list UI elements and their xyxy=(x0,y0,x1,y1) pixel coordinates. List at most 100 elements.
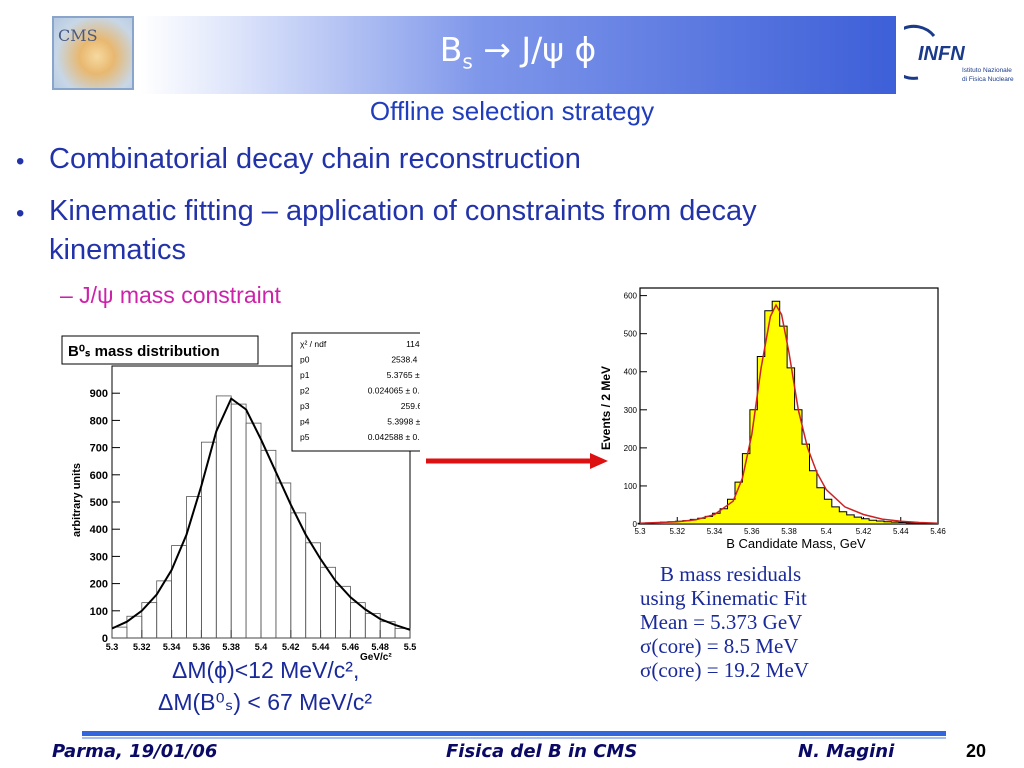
stats-name: p4 xyxy=(300,417,310,427)
infn-logo-line2: di Fisica Nucleare xyxy=(962,76,1014,83)
x-tick-label: 5.38 xyxy=(222,642,240,652)
subtitle: Offline selection strategy xyxy=(369,96,655,126)
left-plot-ylabel: arbitrary units xyxy=(71,463,83,537)
left-plot: 5.3 5.32 5.34 5.36 5.38 5.4 5.42 5.44 5.46 5.48 5.… xyxy=(60,330,420,666)
right-plot-fit-curve xyxy=(639,303,939,524)
left-plot-title: B⁰ₛ mass distribution xyxy=(68,343,220,360)
bullet-2: Kinematic fitting – application of const… xyxy=(49,195,757,227)
y-tick-label: 300 xyxy=(90,551,108,563)
infn-logo-arc xyxy=(904,24,936,80)
x-tick-label: 5.44 xyxy=(893,527,909,536)
y-tick-label: 400 xyxy=(90,524,108,536)
footer-center: Fisica del B in CMS xyxy=(446,741,638,762)
x-tick-label: 5.36 xyxy=(193,642,211,652)
title-rest: → J/ψ ϕ xyxy=(472,30,597,69)
x-tick-label: 5.4 xyxy=(821,527,833,536)
stats-value: 259.6 ± 13.0 xyxy=(401,401,420,411)
residuals-line3: Mean = 5.373 GeV xyxy=(640,610,803,634)
bullet-dot: • xyxy=(16,148,25,175)
infn-logo: INFN Istituto Nazionale di Fisica Nuclea… xyxy=(904,24,1014,83)
footer-rule-thin xyxy=(82,737,946,739)
x-tick-label: 5.48 xyxy=(371,642,389,652)
residuals-line1: B mass residuals xyxy=(660,562,802,586)
stats-name: p1 xyxy=(300,370,310,380)
x-tick-label: 5.44 xyxy=(312,642,330,652)
x-tick-label: 5.32 xyxy=(669,527,685,536)
constraints-box: ΔM(ϕ)<12 MeV/c², ΔM(B⁰ₛ) < 67 MeV/c² xyxy=(150,654,430,718)
x-tick-label: 5.42 xyxy=(856,527,872,536)
right-plot-ticks: 5.3 5.32 5.34 5.36 5.38 5.4 5.42 5.44 5.46 0 100 20… xyxy=(624,292,947,536)
y-tick-label: 300 xyxy=(624,406,638,415)
residuals-box: B mass residuals using Kinematic Fit Mea… xyxy=(640,562,890,682)
y-tick-label: 800 xyxy=(90,415,108,427)
hist-bin xyxy=(394,628,411,639)
cms-logo xyxy=(52,16,134,90)
x-tick-label: 5.34 xyxy=(163,642,181,652)
right-plot-histogram xyxy=(637,300,937,525)
y-tick-label: 500 xyxy=(90,497,108,509)
stats-box xyxy=(291,332,420,452)
footer-right: N. Magini xyxy=(798,741,895,762)
residuals-line5: σ(core) = 19.2 MeV xyxy=(640,658,809,682)
stats-value: 114.75 / 94 xyxy=(406,339,420,349)
y-tick-label: 900 xyxy=(90,388,108,400)
stats-value: 0.024065 ± 0.000955 xyxy=(368,386,420,396)
infn-logo-text: INFN xyxy=(918,43,965,65)
bullet-2-cont: kinematics xyxy=(49,234,186,266)
y-tick-label: 200 xyxy=(624,444,638,453)
title-bar xyxy=(140,16,896,94)
x-tick-label: 5.3 xyxy=(634,527,646,536)
stats-name: p2 xyxy=(300,386,310,396)
constraints-line2: ΔM(B⁰ₛ) < 67 MeV/c² xyxy=(158,689,373,715)
stats-name: χ² / ndf xyxy=(300,339,327,349)
x-tick-label: 5.46 xyxy=(930,527,946,536)
y-tick-label: 0 xyxy=(633,520,638,529)
x-tick-label: 5.36 xyxy=(744,527,760,536)
x-tick-label: 5.5 xyxy=(404,642,417,652)
footer-left: Parma, 19/01/06 xyxy=(52,741,218,762)
right-plot-xlabel-text: B Candidate Mass, GeV xyxy=(726,536,866,551)
y-tick-label: 0 xyxy=(102,633,108,645)
title-main: B xyxy=(439,30,463,69)
x-tick-label: 5.42 xyxy=(282,642,300,652)
residuals-line4: σ(core) = 8.5 MeV xyxy=(640,634,799,658)
x-tick-label: 5.38 xyxy=(781,527,797,536)
y-tick-label: 700 xyxy=(90,443,108,455)
x-tick-label: 5.3 xyxy=(106,642,119,652)
stats-name: p3 xyxy=(300,401,310,411)
sub-bullet: – J/ψ mass constraint xyxy=(60,282,281,308)
left-plot-fit-curve xyxy=(111,397,411,631)
stats-value: 2538.4 ± 151.8 xyxy=(391,355,420,365)
stats-name: p0 xyxy=(300,355,310,365)
y-tick-label: 100 xyxy=(90,606,108,618)
x-tick-label: 5.34 xyxy=(707,527,723,536)
left-plot-xunit: GeV/c² xyxy=(360,652,392,663)
left-plot-title-box xyxy=(61,335,259,365)
bullet-dot: • xyxy=(16,200,25,227)
stats-value: 5.3765 ± 0.0008 xyxy=(387,370,420,380)
x-tick-label: 5.32 xyxy=(133,642,151,652)
cms-logo-text: CMS xyxy=(58,26,98,45)
page-title: Bs → J/ψ ϕ xyxy=(140,30,896,74)
page-number: 20 xyxy=(966,741,987,761)
right-plot-xlabel: B Candidate Mass, GeV xyxy=(726,536,866,551)
infn-logo-line1: Istituto Nazionale xyxy=(962,67,1012,74)
x-tick-label: 5.4 xyxy=(255,642,268,652)
title-sub: s xyxy=(462,49,473,74)
right-plot: 5.3 5.32 5.34 5.36 5.38 5.4 5.42 5.44 5.46 0 100 20… xyxy=(599,287,947,551)
footer-rule xyxy=(82,731,946,736)
y-tick-label: 200 xyxy=(90,579,108,591)
y-tick-label: 400 xyxy=(624,368,638,377)
bullet-1: Combinatorial decay chain reconstruction xyxy=(49,143,581,175)
stats-value: 5.3998 ± 0.0011 xyxy=(387,417,420,427)
stats-value: 0.042588 ± 0.000471 xyxy=(368,432,420,442)
stats-name: p5 xyxy=(300,432,310,442)
y-tick-label: 100 xyxy=(624,482,638,491)
arrow-head xyxy=(590,453,608,469)
residuals-line2: using Kinematic Fit xyxy=(640,586,807,610)
x-tick-label: 5.46 xyxy=(342,642,360,652)
constraints-line1: ΔM(ϕ)<12 MeV/c², xyxy=(172,657,360,683)
y-tick-label: 500 xyxy=(624,330,638,339)
arrow xyxy=(426,453,608,469)
y-tick-label: 600 xyxy=(624,292,638,301)
